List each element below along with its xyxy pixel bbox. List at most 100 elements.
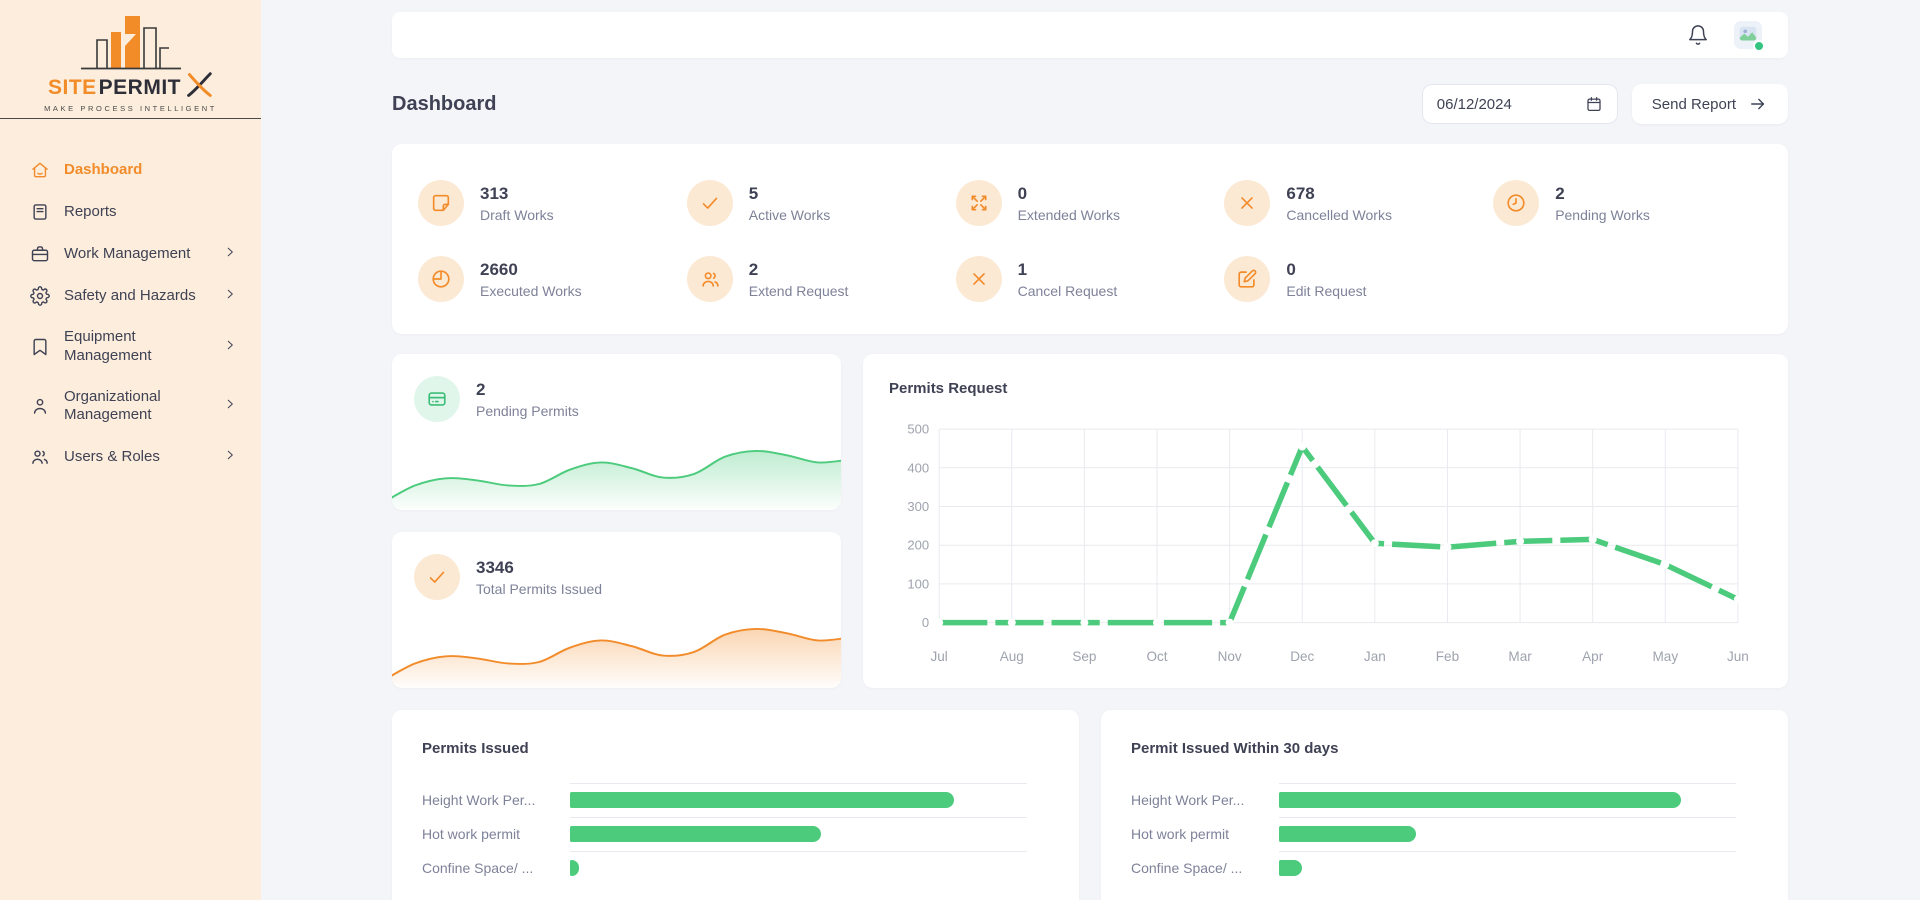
brand-permit-text: PERMIT: [98, 75, 182, 99]
send-report-button[interactable]: Send Report: [1631, 84, 1788, 124]
sidebar-item-reports[interactable]: Reports: [30, 191, 237, 233]
permits-issued-card: Permits Issued Height Work Per... Hot wo…: [392, 710, 1079, 900]
data-point: [1007, 618, 1016, 627]
stat-extend-request[interactable]: 2 Extend Request: [686, 256, 956, 302]
bar-fill[interactable]: [1279, 792, 1682, 808]
arrow-right-icon: [1751, 98, 1765, 110]
x-tick-label: Aug: [1000, 649, 1024, 664]
summary-label: Pending Permits: [476, 402, 579, 419]
bar-track: [1279, 783, 1736, 808]
bar-row: Confine Space/ ...: [1131, 851, 1736, 885]
bar-fill[interactable]: [1279, 860, 1302, 876]
stat-value: 0: [1017, 183, 1028, 203]
stat-label: Cancelled Works: [1286, 206, 1392, 223]
bar-track: [570, 783, 1027, 808]
stat-label: Pending Works: [1555, 206, 1650, 223]
notification-bell-icon[interactable]: [1686, 23, 1710, 47]
stat-active-works[interactable]: 5 Active Works: [686, 180, 956, 226]
bar-category-label: Hot work permit: [422, 826, 521, 842]
sidebar-item-equipment-management[interactable]: Equipment Management: [30, 317, 237, 377]
sidebar-item-label: Reports: [64, 202, 117, 220]
summary-value: 2: [476, 379, 486, 399]
bar-fill[interactable]: [1279, 826, 1417, 842]
permits-issued-bar-chart[interactable]: Height Work Per... Hot work permit Confi…: [422, 783, 1049, 885]
summary-value: 3346: [476, 557, 514, 577]
bar-track: [570, 817, 1027, 842]
x-tick-label: Jul: [931, 649, 948, 664]
sidebar-item-users-roles[interactable]: Users & Roles: [30, 436, 237, 478]
brand-x-icon: [187, 71, 212, 97]
sidebar-item-dashboard[interactable]: Dashboard: [30, 149, 237, 191]
stat-pending-works[interactable]: 2 Pending Works: [1493, 180, 1762, 226]
y-tick-label: 400: [907, 460, 929, 475]
total-permits-sparkline: [392, 600, 841, 688]
stat-edit-request[interactable]: 0 Edit Request: [1224, 256, 1493, 302]
stat-value: 678: [1286, 183, 1315, 203]
sidebar-item-work-management[interactable]: Work Management: [30, 233, 237, 275]
stat-cancel-request[interactable]: 1 Cancel Request: [955, 256, 1225, 302]
data-point: [1080, 618, 1089, 627]
chart-line: [939, 443, 1740, 626]
sidebar-item-safety-hazards[interactable]: Safety and Hazards: [30, 275, 237, 317]
data-point: [1733, 595, 1742, 604]
bar-category-label: Hot work permit: [1131, 826, 1230, 842]
summary-column: 2 Pending Permits 3346 Total: [392, 354, 841, 688]
y-tick-label: 0: [922, 615, 929, 630]
permits-request-line-chart[interactable]: 0 100 200 300 400 500 Jul Aug Sep Oct Nov Dec Jan Feb…: [889, 415, 1762, 675]
x-tick-label: Oct: [1146, 649, 1167, 664]
stat-value: 0: [1286, 259, 1296, 279]
stat-draft-works[interactable]: 313 Draft Works: [418, 180, 687, 226]
home-icon: [30, 160, 50, 180]
bar-row: Confine Space/ ...: [422, 851, 1027, 885]
bar-row: Height Work Per...: [422, 783, 1027, 817]
expand-arrows-icon: [955, 180, 1002, 226]
stat-cancelled-works[interactable]: 678 Cancelled Works: [1224, 180, 1493, 226]
stat-executed-works[interactable]: 2660 Executed Works: [418, 256, 687, 302]
users-icon: [686, 256, 733, 302]
bar-track: [1279, 851, 1736, 876]
y-tick-label: 500: [907, 422, 929, 437]
chevron-right-icon: [223, 397, 237, 415]
draft-icon: [418, 180, 464, 226]
sidebar-item-label: Users & Roles: [64, 447, 160, 465]
x-tick-label: Sep: [1072, 649, 1096, 664]
bar-fill[interactable]: [570, 860, 580, 876]
edit-icon: [1224, 256, 1271, 302]
total-permits-issued-card[interactable]: 3346 Total Permits Issued: [392, 532, 841, 688]
sidebar-nav: Dashboard Reports Work Management Safety…: [0, 119, 261, 478]
sidebar-item-organizational-management[interactable]: Organizational Management: [30, 377, 237, 437]
check-icon: [686, 180, 733, 226]
stat-label: Executed Works: [480, 282, 582, 299]
date-input[interactable]: 06/12/2024: [1421, 84, 1618, 124]
x-tick-label: May: [1653, 649, 1679, 664]
pending-permits-card[interactable]: 2 Pending Permits: [392, 354, 841, 510]
stat-value: 2660: [480, 259, 518, 279]
x-tick-label: Nov: [1218, 649, 1242, 664]
send-report-label: Send Report: [1651, 95, 1736, 113]
x-tick-label: Feb: [1436, 649, 1459, 664]
pie-chart-icon: [418, 256, 464, 302]
main-content: Dashboard 06/12/2024 Send Report 313 Draf…: [261, 0, 1920, 900]
chevron-right-icon: [223, 338, 237, 356]
bar-fill[interactable]: [570, 826, 822, 842]
buildings-logo-icon: [80, 15, 181, 69]
chart-title: Permits Issued: [422, 740, 529, 757]
bar-category-label: Height Work Per...: [422, 792, 536, 808]
data-point: [1661, 560, 1670, 569]
data-point: [1225, 618, 1234, 627]
stat-label: Active Works: [748, 206, 831, 223]
user-avatar[interactable]: [1734, 21, 1765, 52]
y-tick-label: 100: [907, 576, 929, 591]
permit-card-icon: [414, 376, 460, 422]
page-header: Dashboard 06/12/2024 Send Report: [392, 84, 1788, 124]
bar-fill[interactable]: [570, 792, 954, 808]
close-icon: [955, 256, 1002, 302]
stat-extended-works[interactable]: 0 Extended Works: [955, 180, 1225, 226]
bookmark-icon: [30, 337, 50, 357]
permit-issued-30days-bar-chart[interactable]: Height Work Per... Hot work permit Confi…: [1131, 783, 1758, 885]
topbar: [392, 12, 1788, 58]
online-status-dot: [1753, 40, 1765, 52]
data-point: [1152, 618, 1162, 627]
brand-logo: SITE PERMIT MAKE PROCESS INTELLIGENT: [0, 0, 261, 119]
bar-category-label: Confine Space/ ...: [422, 860, 534, 876]
